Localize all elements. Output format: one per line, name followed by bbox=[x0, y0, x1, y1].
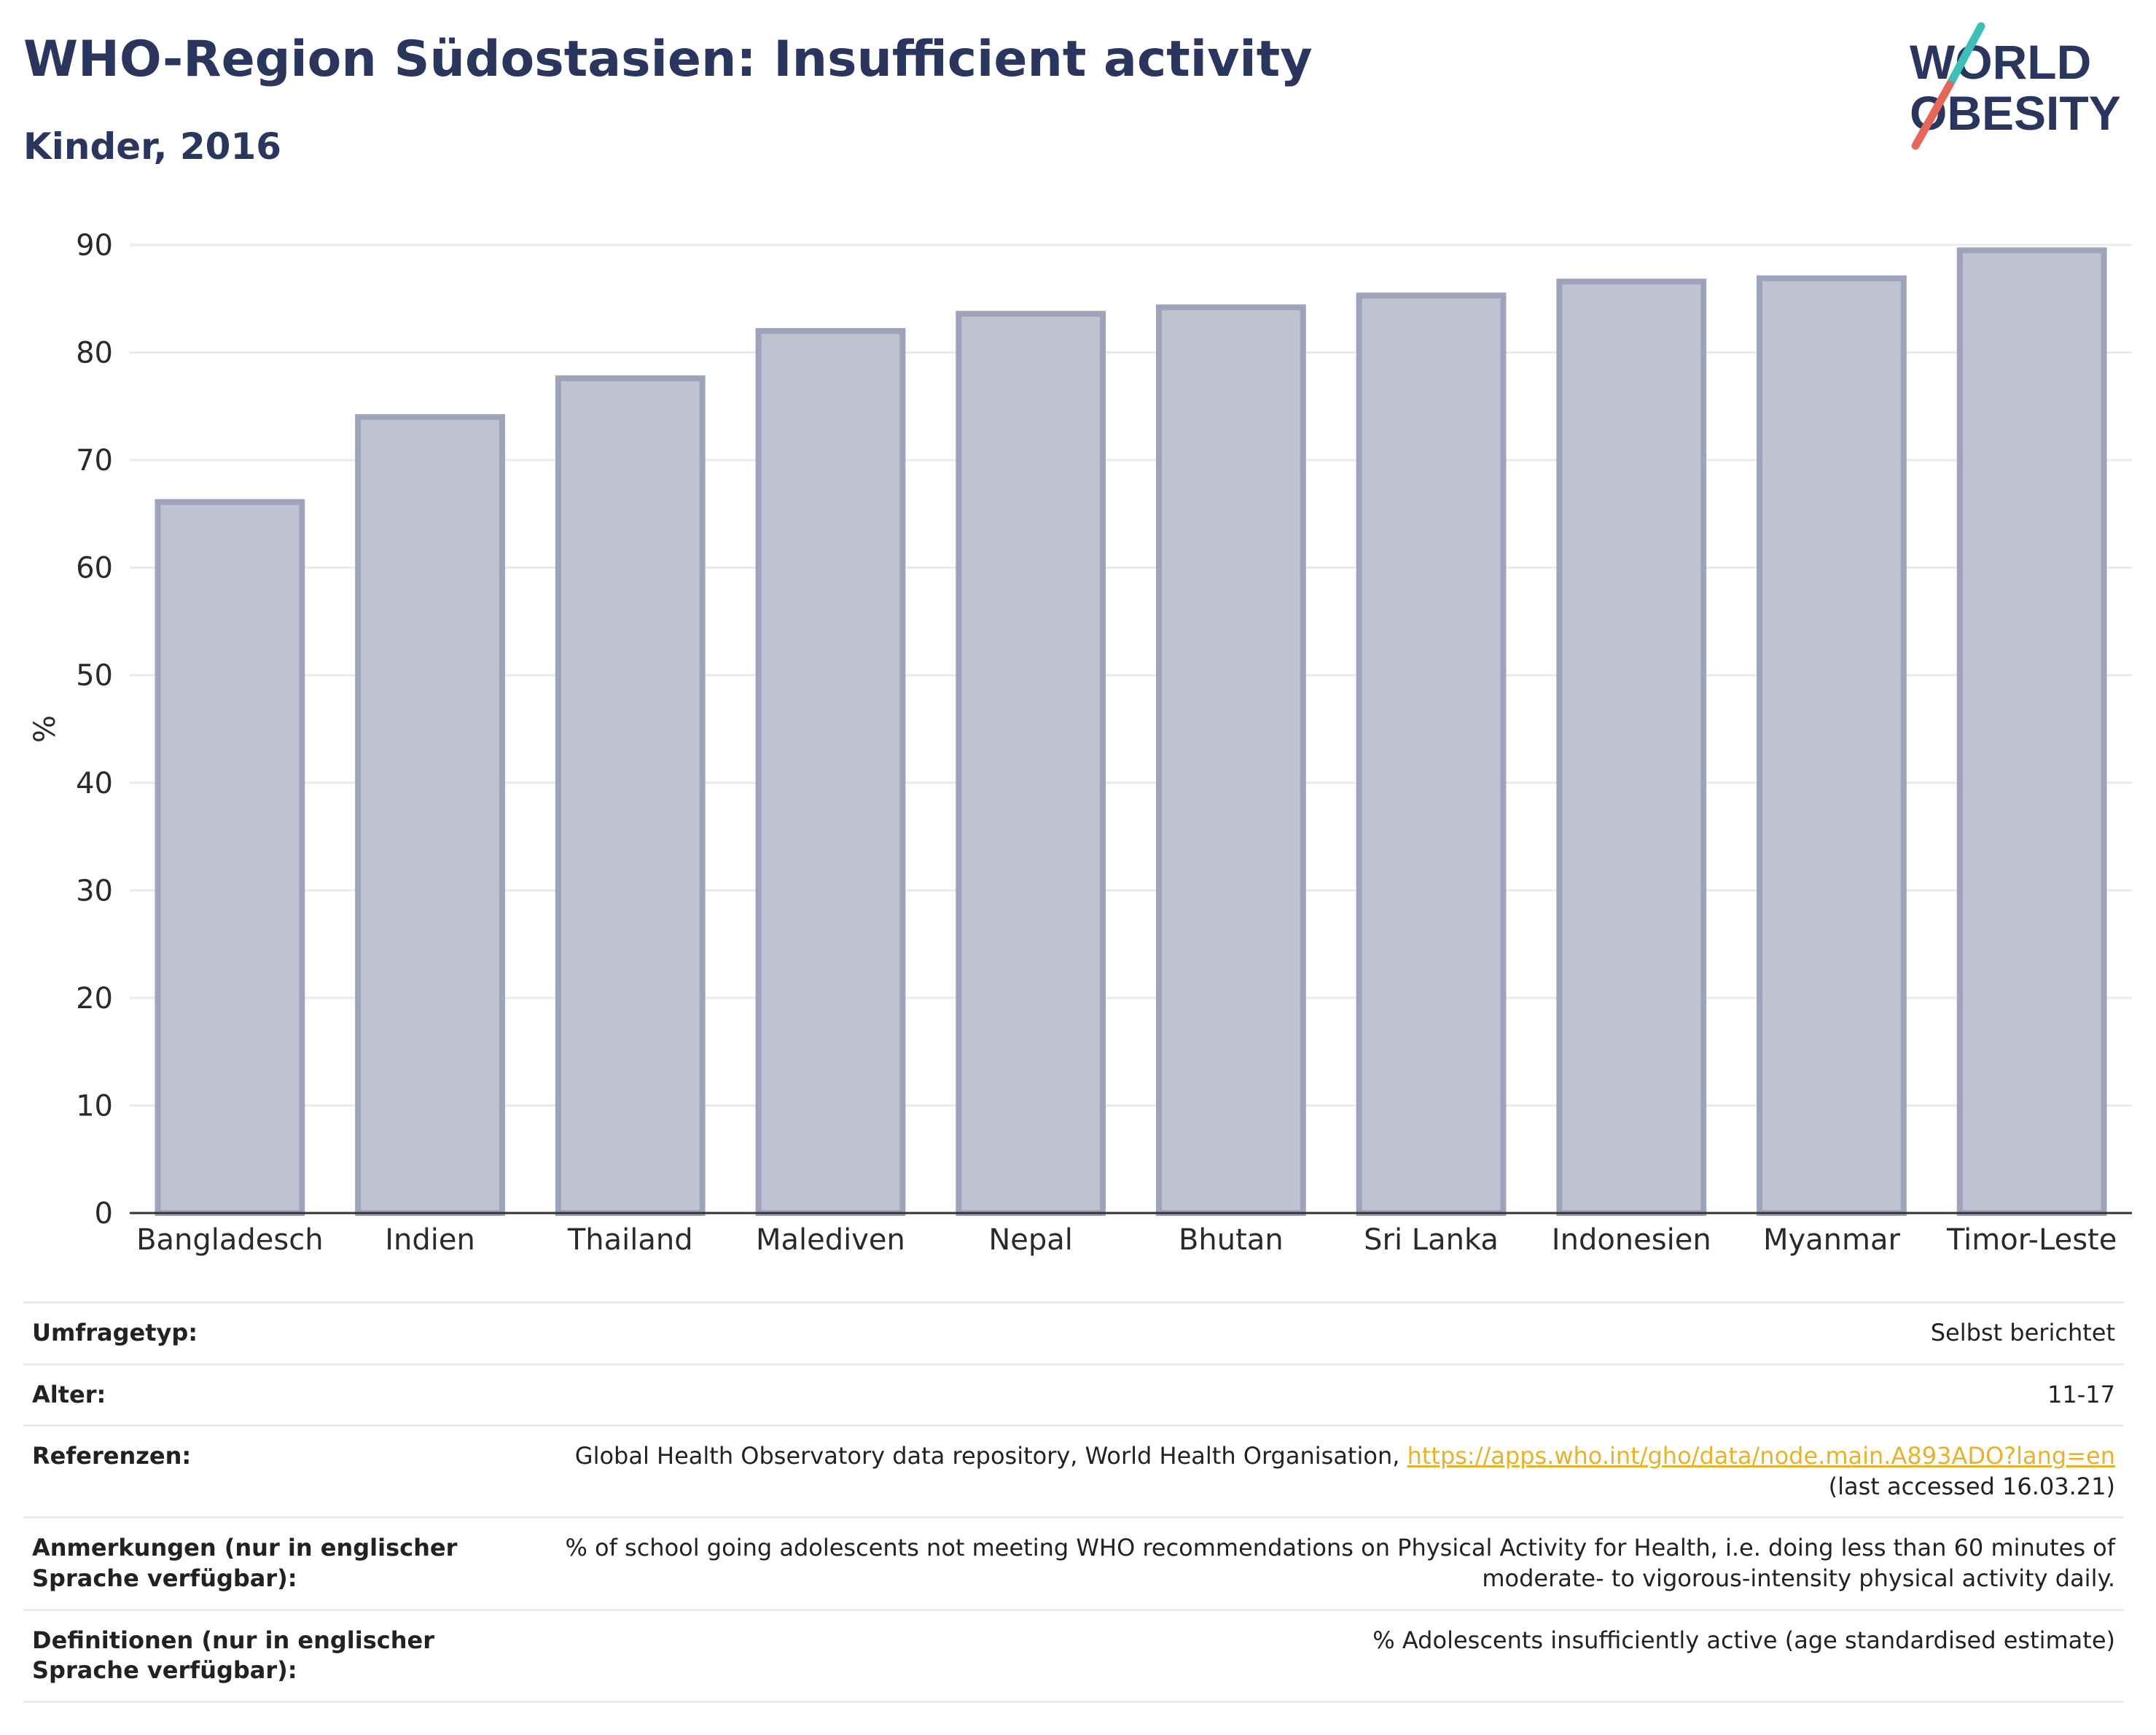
bar bbox=[1556, 278, 1707, 1216]
y-tick-label: 40 bbox=[76, 767, 113, 800]
info-row-references: Referenzen: Global Health Observatory da… bbox=[23, 1424, 2124, 1519]
bar bbox=[1356, 292, 1507, 1217]
notes-value: % of school going adolescents not meetin… bbox=[544, 1516, 2124, 1611]
info-row-survey: Umfragetyp: Selbst berichtet bbox=[23, 1301, 2124, 1365]
y-tick-label: 0 bbox=[95, 1197, 113, 1231]
logo-stroke-teal bbox=[1945, 22, 1985, 89]
notes-label: Anmerkungen (nur in englischer Sprache v… bbox=[23, 1516, 544, 1611]
references-link[interactable]: https://apps.who.int/gho/data/node.main.… bbox=[1407, 1442, 2115, 1470]
x-tick-label: Malediven bbox=[756, 1223, 905, 1257]
x-tick-label: Sri Lanka bbox=[1364, 1223, 1499, 1257]
age-value: 11-17 bbox=[544, 1362, 2124, 1427]
y-tick-label: 50 bbox=[76, 659, 113, 693]
y-tick-label: 30 bbox=[76, 874, 113, 908]
y-tick-label: 70 bbox=[76, 444, 113, 477]
y-tick-label: 60 bbox=[76, 552, 113, 585]
references-text: Global Health Observatory data repositor… bbox=[574, 1442, 1400, 1470]
x-tick-label: Bangladesch bbox=[136, 1223, 324, 1257]
y-axis-ticks: 0 10 20 30 40 50 60 70 80 90 bbox=[76, 229, 113, 1231]
world-obesity-logo: WORLD OBESITY bbox=[1910, 22, 2121, 150]
y-tick-label: 90 bbox=[76, 229, 113, 262]
references-value: Global Health Observatory data repositor… bbox=[544, 1424, 2124, 1519]
x-tick-label: Indien bbox=[385, 1223, 475, 1257]
bar bbox=[956, 311, 1106, 1217]
bar bbox=[1155, 304, 1306, 1216]
page-subtitle: Kinder, 2016 bbox=[23, 125, 282, 168]
bars bbox=[155, 247, 2107, 1217]
info-row-age: Alter: 11-17 bbox=[23, 1362, 2124, 1427]
info-table: Umfragetyp: Selbst berichtet Alter: 11-1… bbox=[23, 1301, 2124, 1703]
bar bbox=[1757, 275, 1907, 1217]
references-label: Referenzen: bbox=[23, 1424, 544, 1519]
x-tick-label: Myanmar bbox=[1763, 1223, 1901, 1257]
x-tick-label: Indonesien bbox=[1552, 1223, 1711, 1257]
survey-type-label: Umfragetyp: bbox=[23, 1301, 544, 1365]
y-axis-label: % bbox=[28, 715, 62, 743]
x-tick-label: Timor-Leste bbox=[1946, 1223, 2117, 1257]
logo-text-world: WORLD bbox=[1910, 35, 2091, 89]
bar bbox=[355, 414, 505, 1217]
definitions-label: Definitionen (nur in englischer Sprache … bbox=[23, 1608, 544, 1703]
info-row-definitions: Definitionen (nur in englischer Sprache … bbox=[23, 1608, 2124, 1703]
x-axis-ticks: Bangladesch Indien Thailand Malediven Nepal B… bbox=[136, 1223, 2117, 1257]
bar bbox=[1956, 247, 2107, 1216]
logo-stroke-red bbox=[1911, 80, 1954, 150]
x-tick-label: Nepal bbox=[988, 1223, 1073, 1257]
definitions-value: % Adolescents insufficiently active (age… bbox=[544, 1608, 2124, 1703]
y-tick-label: 10 bbox=[76, 1089, 113, 1123]
page-title: WHO-Region Südostasien: Insufficient act… bbox=[23, 31, 1313, 88]
y-tick-label: 80 bbox=[76, 337, 113, 370]
bar bbox=[755, 328, 906, 1217]
y-tick-label: 20 bbox=[76, 982, 113, 1015]
bar bbox=[155, 499, 305, 1216]
x-tick-label: Bhutan bbox=[1179, 1223, 1284, 1257]
info-row-notes: Anmerkungen (nur in englischer Sprache v… bbox=[23, 1516, 2124, 1611]
bar bbox=[555, 375, 706, 1217]
survey-type-value: Selbst berichtet bbox=[544, 1301, 2124, 1365]
references-accessed: (last accessed 16.03.21) bbox=[1828, 1472, 2115, 1500]
age-label: Alter: bbox=[23, 1362, 544, 1427]
bar-chart: 0 10 20 30 40 50 60 70 80 90 Bangladesch Indien Tha… bbox=[28, 229, 2132, 1257]
x-tick-label: Thailand bbox=[567, 1223, 693, 1257]
